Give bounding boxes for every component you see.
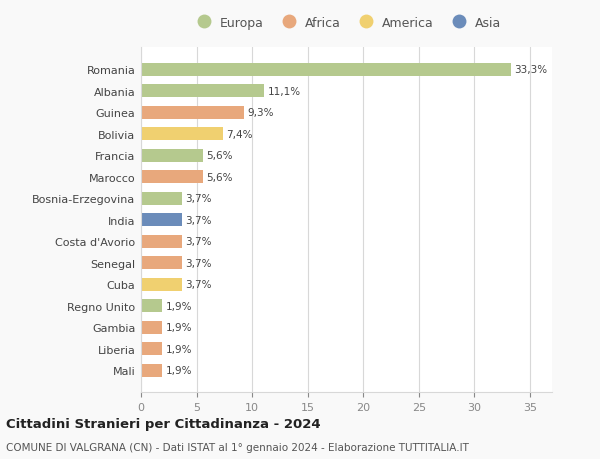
Text: 1,9%: 1,9%	[166, 365, 192, 375]
Text: 1,9%: 1,9%	[166, 301, 192, 311]
Bar	[141, 192, 182, 205]
Bar	[141, 300, 162, 313]
Text: COMUNE DI VALGRANA (CN) - Dati ISTAT al 1° gennaio 2024 - Elaborazione TUTTITALI: COMUNE DI VALGRANA (CN) - Dati ISTAT al …	[6, 442, 469, 452]
Bar	[141, 85, 265, 98]
Bar	[141, 257, 182, 269]
Text: 3,7%: 3,7%	[185, 215, 212, 225]
Legend: Europa, Africa, America, Asia: Europa, Africa, America, Asia	[191, 17, 502, 29]
Text: 3,7%: 3,7%	[185, 258, 212, 268]
Bar	[141, 364, 162, 377]
Text: 5,6%: 5,6%	[206, 151, 233, 161]
Text: 1,9%: 1,9%	[166, 323, 192, 332]
Text: 5,6%: 5,6%	[206, 173, 233, 182]
Text: 3,7%: 3,7%	[185, 280, 212, 290]
Bar	[141, 321, 162, 334]
Bar	[141, 235, 182, 248]
Bar	[141, 171, 203, 184]
Bar	[141, 278, 182, 291]
Text: 3,7%: 3,7%	[185, 237, 212, 247]
Bar	[141, 342, 162, 355]
Bar	[141, 150, 203, 162]
Bar	[141, 128, 223, 141]
Text: 3,7%: 3,7%	[185, 194, 212, 204]
Bar	[141, 64, 511, 77]
Text: 7,4%: 7,4%	[227, 129, 253, 140]
Bar	[141, 106, 244, 120]
Text: 33,3%: 33,3%	[514, 65, 547, 75]
Text: 11,1%: 11,1%	[268, 87, 301, 97]
Text: 1,9%: 1,9%	[166, 344, 192, 354]
Text: Cittadini Stranieri per Cittadinanza - 2024: Cittadini Stranieri per Cittadinanza - 2…	[6, 417, 320, 430]
Text: 9,3%: 9,3%	[248, 108, 274, 118]
Bar	[141, 214, 182, 227]
